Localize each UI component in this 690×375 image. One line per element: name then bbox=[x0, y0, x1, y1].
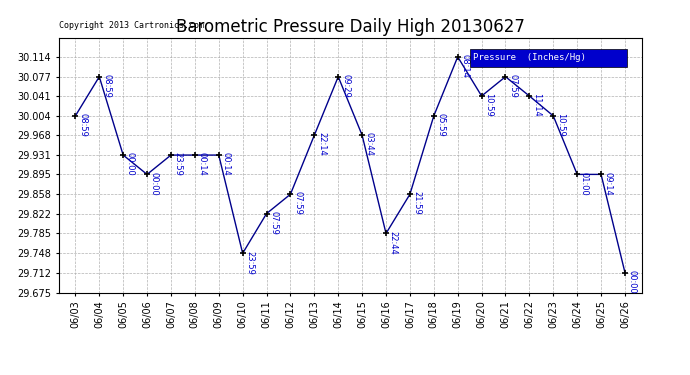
FancyBboxPatch shape bbox=[470, 49, 627, 67]
Text: 09:14: 09:14 bbox=[604, 172, 613, 195]
Text: 08:14: 08:14 bbox=[460, 54, 469, 78]
Text: 01:00: 01:00 bbox=[580, 172, 589, 195]
Text: 10:59: 10:59 bbox=[484, 93, 493, 117]
Title: Barometric Pressure Daily High 20130627: Barometric Pressure Daily High 20130627 bbox=[176, 18, 524, 36]
Text: 05:59: 05:59 bbox=[437, 113, 446, 137]
Text: 00:00: 00:00 bbox=[628, 270, 637, 294]
Text: 07:59: 07:59 bbox=[293, 192, 302, 215]
Text: 23:59: 23:59 bbox=[246, 251, 255, 274]
Text: 21:59: 21:59 bbox=[413, 192, 422, 215]
Text: 03:44: 03:44 bbox=[365, 132, 374, 156]
Text: 08:59: 08:59 bbox=[102, 74, 111, 98]
Text: 11:14: 11:14 bbox=[532, 93, 541, 117]
Text: Copyright 2013 Cartronics.com: Copyright 2013 Cartronics.com bbox=[59, 21, 204, 30]
Text: 22:44: 22:44 bbox=[388, 231, 398, 254]
Text: 10:59: 10:59 bbox=[556, 113, 565, 137]
Text: 09:29: 09:29 bbox=[341, 74, 350, 98]
Text: 00:14: 00:14 bbox=[197, 152, 206, 176]
Text: 08:59: 08:59 bbox=[78, 113, 87, 137]
Text: 00:14: 00:14 bbox=[221, 152, 230, 176]
Text: 00:00: 00:00 bbox=[150, 172, 159, 195]
Text: Pressure  (Inches/Hg): Pressure (Inches/Hg) bbox=[473, 53, 586, 62]
Text: 00:00: 00:00 bbox=[126, 152, 135, 176]
Text: 22:14: 22:14 bbox=[317, 132, 326, 156]
Text: 23:59: 23:59 bbox=[174, 152, 183, 176]
Text: 07:59: 07:59 bbox=[269, 211, 278, 235]
Text: 07:59: 07:59 bbox=[509, 74, 518, 98]
